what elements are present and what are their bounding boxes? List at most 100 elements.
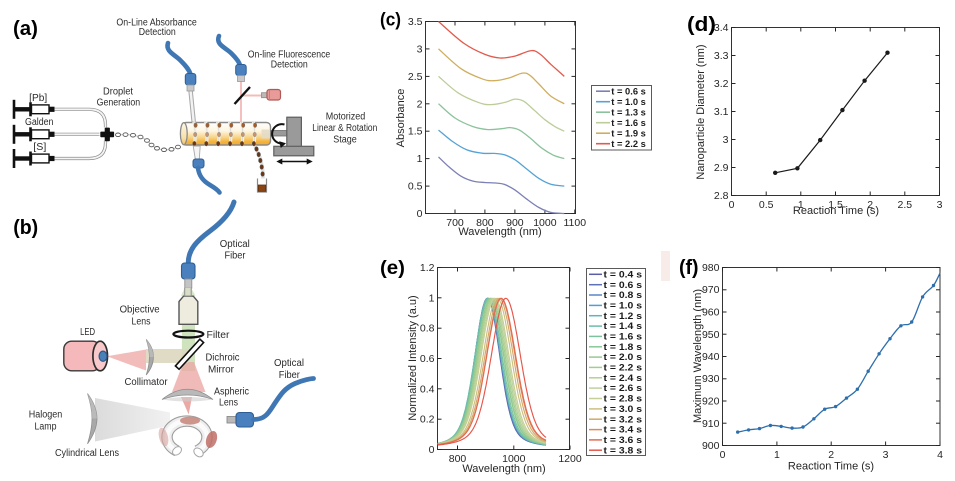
svg-text:3.2: 3.2 bbox=[714, 78, 729, 90]
svg-text:800: 800 bbox=[476, 217, 494, 229]
svg-text:940: 940 bbox=[702, 351, 720, 363]
svg-text:(b): (b) bbox=[13, 217, 38, 239]
svg-text:Generation: Generation bbox=[97, 97, 141, 108]
svg-text:900: 900 bbox=[702, 440, 720, 452]
svg-text:On-Line Absorbance: On-Line Absorbance bbox=[116, 17, 197, 28]
svg-text:Fiber: Fiber bbox=[225, 251, 247, 262]
svg-text:Lens: Lens bbox=[132, 317, 151, 328]
svg-text:Halogen: Halogen bbox=[29, 410, 63, 421]
svg-text:(c): (c) bbox=[380, 8, 401, 29]
svg-text:Fiber: Fiber bbox=[279, 370, 301, 381]
svg-text:4: 4 bbox=[937, 449, 943, 461]
svg-text:Stage: Stage bbox=[333, 135, 357, 146]
svg-text:Optical: Optical bbox=[274, 358, 304, 369]
svg-text:0: 0 bbox=[720, 449, 726, 461]
svg-text:Maximum Wavelength (nm): Maximum Wavelength (nm) bbox=[692, 289, 704, 423]
svg-text:3.4: 3.4 bbox=[714, 22, 729, 34]
svg-text:Lamp: Lamp bbox=[35, 422, 57, 433]
svg-text:t = 3.8 s: t = 3.8 s bbox=[604, 445, 643, 455]
svg-text:2: 2 bbox=[867, 199, 873, 211]
svg-text:Collimator: Collimator bbox=[125, 377, 169, 388]
svg-text:Wavelength (nm): Wavelength (nm) bbox=[458, 226, 541, 238]
svg-text:Detection: Detection bbox=[139, 27, 176, 38]
svg-text:3: 3 bbox=[417, 43, 423, 55]
svg-text:Aspheric: Aspheric bbox=[214, 387, 249, 398]
svg-text:t = 1.4 s: t = 1.4 s bbox=[604, 321, 643, 331]
svg-text:t = 1.8 s: t = 1.8 s bbox=[604, 342, 643, 352]
svg-text:3: 3 bbox=[883, 449, 889, 461]
svg-text:t = 0.6 s: t = 0.6 s bbox=[611, 87, 646, 97]
svg-text:t = 2.8 s: t = 2.8 s bbox=[604, 394, 643, 404]
svg-text:2.8: 2.8 bbox=[714, 190, 729, 202]
svg-text:[Pb]: [Pb] bbox=[29, 93, 47, 104]
svg-text:t = 0.8 s: t = 0.8 s bbox=[604, 290, 643, 300]
svg-text:LED: LED bbox=[80, 327, 95, 338]
svg-text:910: 910 bbox=[702, 418, 720, 430]
svg-text:1000: 1000 bbox=[533, 217, 557, 229]
svg-text:0: 0 bbox=[417, 208, 423, 220]
svg-text:t = 1.3 s: t = 1.3 s bbox=[611, 108, 646, 118]
svg-text:960: 960 bbox=[702, 307, 720, 319]
svg-text:950: 950 bbox=[702, 329, 720, 341]
svg-text:t = 3.6 s: t = 3.6 s bbox=[604, 435, 643, 445]
svg-text:970: 970 bbox=[702, 284, 720, 296]
svg-text:Reaction Time (s): Reaction Time (s) bbox=[788, 461, 874, 473]
svg-text:1200: 1200 bbox=[558, 453, 582, 465]
svg-text:1: 1 bbox=[774, 449, 780, 461]
svg-text:0: 0 bbox=[729, 199, 735, 211]
svg-text:t = 1.2 s: t = 1.2 s bbox=[604, 311, 643, 321]
svg-text:On-line Fluorescence: On-line Fluorescence bbox=[248, 50, 331, 61]
svg-text:(e): (e) bbox=[380, 258, 405, 279]
svg-text:0.5: 0.5 bbox=[759, 199, 774, 211]
svg-text:1.5: 1.5 bbox=[408, 126, 423, 138]
svg-text:t = 3.2 s: t = 3.2 s bbox=[604, 414, 643, 424]
svg-text:t = 1.0 s: t = 1.0 s bbox=[611, 97, 646, 107]
svg-text:t = 2.6 s: t = 2.6 s bbox=[604, 383, 643, 393]
svg-text:(a): (a) bbox=[13, 18, 38, 40]
svg-text:t = 2.0 s: t = 2.0 s bbox=[604, 352, 643, 362]
svg-text:Droplet: Droplet bbox=[103, 87, 133, 98]
svg-text:Normalized Intensity (a.u): Normalized Intensity (a.u) bbox=[407, 295, 419, 420]
svg-text:t = 0.4 s: t = 0.4 s bbox=[604, 269, 643, 279]
svg-text:t = 0.6 s: t = 0.6 s bbox=[604, 280, 643, 290]
svg-text:0.8: 0.8 bbox=[420, 323, 435, 335]
svg-text:920: 920 bbox=[702, 396, 720, 408]
svg-text:t = 2.2 s: t = 2.2 s bbox=[604, 363, 643, 373]
svg-text:3: 3 bbox=[723, 134, 729, 146]
svg-text:1.5: 1.5 bbox=[828, 199, 843, 211]
svg-text:3.3: 3.3 bbox=[714, 50, 729, 62]
svg-text:Absorbance: Absorbance bbox=[395, 89, 407, 148]
svg-text:t = 1.6 s: t = 1.6 s bbox=[604, 332, 643, 342]
svg-text:0.6: 0.6 bbox=[420, 353, 435, 365]
svg-text:[S]: [S] bbox=[33, 142, 46, 153]
svg-text:t = 3.0 s: t = 3.0 s bbox=[604, 404, 643, 414]
svg-text:1000: 1000 bbox=[502, 453, 526, 465]
svg-text:1.2: 1.2 bbox=[420, 262, 435, 274]
svg-text:(d): (d) bbox=[687, 14, 716, 36]
svg-text:Wavelength (nm): Wavelength (nm) bbox=[462, 463, 545, 475]
svg-text:t = 1.0 s: t = 1.0 s bbox=[604, 301, 643, 311]
svg-text:t = 2.2 s: t = 2.2 s bbox=[611, 139, 646, 149]
svg-text:700: 700 bbox=[446, 217, 464, 229]
svg-text:2: 2 bbox=[417, 98, 423, 110]
svg-text:Filter: Filter bbox=[207, 330, 231, 341]
svg-text:t = 3.4 s: t = 3.4 s bbox=[604, 425, 643, 435]
svg-text:2: 2 bbox=[828, 449, 834, 461]
svg-text:2.5: 2.5 bbox=[897, 199, 912, 211]
svg-text:3.5: 3.5 bbox=[408, 16, 423, 28]
svg-text:Optical: Optical bbox=[220, 239, 250, 250]
svg-text:Linear & Rotation: Linear & Rotation bbox=[312, 123, 377, 134]
svg-text:0.4: 0.4 bbox=[420, 383, 435, 395]
svg-text:0.5: 0.5 bbox=[408, 181, 423, 193]
svg-text:Detection: Detection bbox=[271, 60, 308, 71]
svg-text:Nanoparticle Diameter (nm): Nanoparticle Diameter (nm) bbox=[695, 44, 707, 179]
svg-text:Galden: Galden bbox=[25, 117, 54, 128]
svg-text:930: 930 bbox=[702, 373, 720, 385]
svg-text:(f): (f) bbox=[679, 257, 699, 279]
svg-text:Dichroic: Dichroic bbox=[206, 353, 240, 364]
svg-text:1: 1 bbox=[429, 292, 435, 304]
svg-text:Reaction Time (s): Reaction Time (s) bbox=[793, 205, 879, 217]
svg-text:Lens: Lens bbox=[219, 398, 238, 409]
svg-text:3.1: 3.1 bbox=[714, 106, 729, 118]
svg-text:1: 1 bbox=[417, 153, 423, 165]
